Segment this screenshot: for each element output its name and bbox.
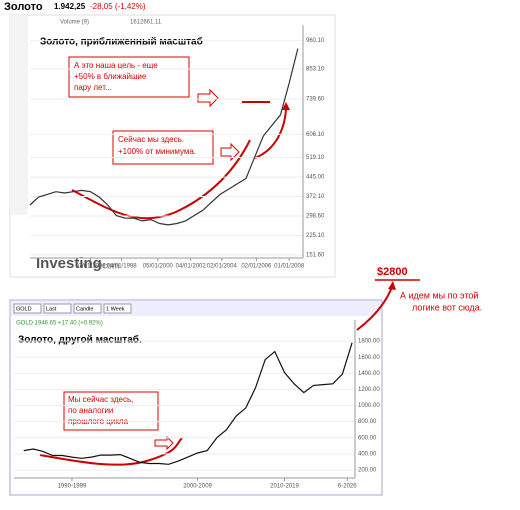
brand: Investing: [36, 255, 102, 272]
y-tick-label: 372.10: [306, 194, 325, 200]
y-tick-label: 445.00: [306, 175, 325, 181]
header-change: -28,05 (-1,42%): [90, 2, 146, 11]
arrow: [154, 435, 174, 451]
here-box: [63, 391, 159, 431]
y-tick-label: 151.60: [306, 253, 325, 259]
x-tick-label: 04/01/1998: [107, 264, 138, 270]
x-tick-label: 02/01/2006: [241, 264, 272, 270]
y-tick-label: 1400.00: [358, 371, 380, 377]
target-label: $2800: [377, 266, 408, 278]
price-line: [29, 48, 299, 226]
legend: GOLD 1946.65 +17.40 (+0.92%): [16, 321, 103, 327]
price-line: [23, 342, 353, 465]
toolbar-button[interactable]: [13, 303, 42, 314]
here-box: [112, 130, 214, 165]
x-tick-label: 07/01/1996: [75, 264, 106, 270]
toolbar-label: GOLD: [16, 306, 32, 312]
chart-title: Золото, другой масштаб.: [18, 334, 142, 346]
y-tick-label: 606.10: [306, 132, 325, 138]
arrow-head: [282, 102, 290, 110]
y-tick-label: 1600.00: [358, 355, 380, 361]
y-tick-label: 1000.00: [358, 403, 380, 409]
x-tick-label: 04/01/2002: [176, 264, 207, 270]
brand-suffix: .com: [100, 260, 120, 270]
header-title: Золото: [4, 1, 43, 13]
x-tick-label: 01/01/2008: [274, 264, 305, 270]
y-tick-label: 400.00: [358, 451, 377, 457]
arrow: [220, 142, 240, 162]
annotation-text: по аналогии: [68, 406, 113, 415]
arrow: [197, 88, 219, 108]
x-tick-label: 2010-2019: [270, 484, 299, 490]
y-tick-label: 200.00: [358, 468, 377, 474]
y-tick-label: 298.60: [306, 214, 325, 220]
toolbar-button[interactable]: [73, 303, 102, 314]
annotation-text: Сейчас мы здесь.: [118, 135, 184, 144]
arrow-head: [388, 281, 396, 290]
y-tick-label: 225.10: [306, 233, 325, 239]
y-tick-label: 600.00: [358, 435, 377, 441]
toolbar-button[interactable]: [43, 303, 72, 314]
y-tick-label: 519.10: [306, 155, 325, 161]
chart-title: Золото, приближенный масштаб: [40, 36, 203, 48]
y-tick-label: 853.10: [306, 67, 325, 73]
toolbar-label: Last: [46, 306, 57, 312]
y-tick-label: 800.00: [358, 419, 377, 425]
x-tick-label: 1990-1999: [58, 484, 87, 490]
y-tick-label: 739.60: [306, 97, 325, 103]
annotation-text: +100% от минимума.: [118, 147, 196, 156]
volume-label: Volume (9): [60, 20, 89, 26]
tool-bar: [10, 15, 28, 215]
toolbar-button[interactable]: [103, 303, 132, 314]
annotation-text: Мы сейчас здесь,: [68, 395, 133, 404]
trend-curve: [71, 139, 251, 220]
volume-value: 1612661.11: [130, 20, 162, 26]
annotation-text: пару лет...: [74, 83, 112, 92]
trend-curve: [39, 437, 183, 466]
y-tick-label: 1200.00: [358, 387, 380, 393]
y-tick-label: 960.10: [306, 38, 325, 44]
header-price: 1.942,25: [54, 2, 86, 11]
x-tick-label: 6-2026: [338, 484, 357, 490]
x-tick-label: 02/01/2004: [207, 264, 238, 270]
logic-text: А идем мы по этой: [400, 290, 478, 300]
annotation-text: А это наша цель - еще: [74, 61, 158, 70]
annotation-text: +50% в ближайшие: [74, 72, 147, 81]
y-tick-label: 1800.00: [358, 339, 380, 345]
toolbar-label: 1 Week: [106, 306, 125, 312]
toolbar-label: Candle: [76, 306, 93, 312]
x-tick-label: 2000-2009: [183, 484, 212, 490]
trend-curve: [254, 107, 287, 159]
logic-text: логике вот сюда.: [412, 302, 482, 312]
trend-curve: [356, 286, 393, 331]
goal-box: [68, 56, 190, 98]
x-tick-label: 05/01/2000: [143, 264, 174, 270]
